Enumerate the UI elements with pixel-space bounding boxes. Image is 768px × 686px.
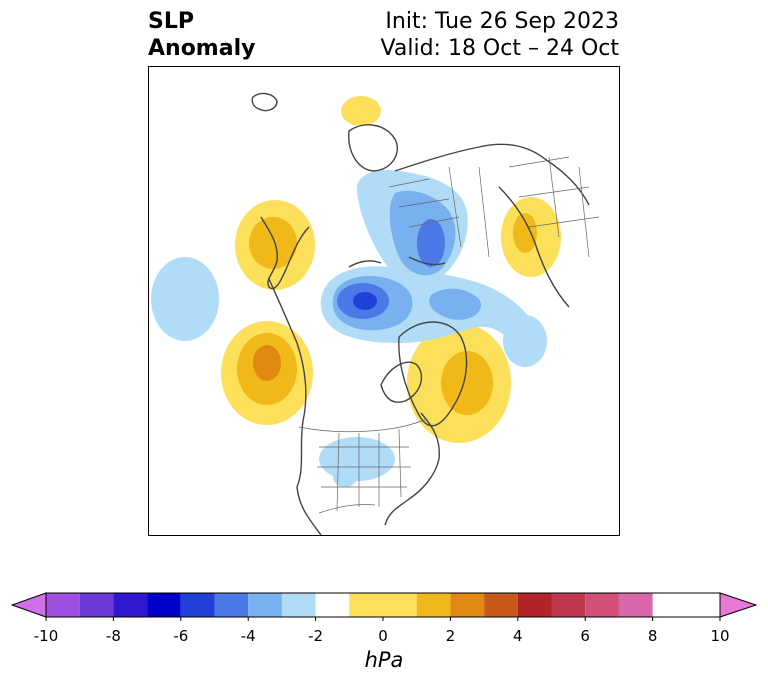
colorbar-tick-label: -6 (173, 627, 189, 645)
colorbar-tick-label: -10 (33, 627, 59, 645)
colorbar-segment (349, 593, 417, 617)
coast-iceland (251, 92, 278, 112)
colorbar-under-extend (10, 592, 47, 618)
colorbar-segment (551, 593, 586, 617)
colorbar-tick-label: 6 (580, 627, 590, 645)
border-asia-grid (508, 156, 600, 258)
coast-hudson-bay (380, 361, 423, 403)
colorbar-segment (248, 593, 282, 617)
coast-canada-east (384, 412, 440, 526)
colorbar-tick-label: -8 (105, 627, 121, 645)
colorbar-segment (484, 593, 518, 617)
coast-north-america-west (268, 278, 322, 535)
map-title: SLP Anomaly (148, 8, 255, 62)
positive-anomaly-contours (221, 96, 561, 443)
colorbar-over-extend (719, 592, 758, 618)
colorbar-segment (180, 593, 215, 617)
title-line-2: Anomaly (148, 36, 256, 61)
colorbar-segment (214, 593, 249, 617)
colorbar (0, 585, 768, 625)
anomaly-map (151, 92, 600, 535)
colorbar-segment (147, 593, 181, 617)
coast-scandinavia (348, 124, 398, 172)
anomaly-blob-siberia-inner (513, 213, 537, 253)
colorbar-segment (315, 593, 350, 617)
colorbar-tick-label: 4 (513, 627, 523, 645)
colorbar-tick-label: 10 (710, 627, 730, 645)
coast-alaska (260, 216, 310, 290)
country-borders (298, 156, 600, 514)
anomaly-blob-atlantic (503, 315, 547, 367)
colorbar-segment (281, 593, 316, 617)
coast-eurasia-north (394, 143, 590, 206)
border-us-states (317, 428, 411, 512)
anomaly-blob-north-europe (341, 96, 381, 126)
colorbar-segment (416, 593, 451, 617)
colorbar-tick-label: -2 (308, 627, 324, 645)
colorbar-segment (517, 593, 552, 617)
coast-arctic-islands (348, 256, 446, 268)
colorbar-tick-label: 0 (378, 627, 388, 645)
colorbar-segment (585, 593, 619, 617)
anomaly-blob-canada-arctic-mid (429, 288, 482, 320)
colorbar-tick-label: 2 (445, 627, 456, 645)
border-us-canada (298, 418, 428, 433)
colorbar-tick-label: 8 (647, 627, 658, 645)
anomaly-blob-russia-core (417, 219, 445, 267)
colorbar-segment (79, 593, 114, 617)
colorbar-scale (10, 592, 758, 621)
anomaly-blob-alaska-inner (249, 217, 297, 269)
anomaly-blob-texas (333, 467, 357, 487)
map-panel (148, 66, 620, 536)
title-line-1: SLP (148, 9, 194, 34)
colorbar-segment (618, 593, 653, 617)
colorbar-segment (450, 593, 485, 617)
coastlines (251, 92, 590, 535)
valid-dates: Valid: 18 Oct – 24 Oct (380, 36, 619, 61)
anomaly-blob-pacific-core (253, 345, 281, 381)
border-us-mexico (318, 504, 376, 514)
anomaly-blob-north-pacific (151, 257, 219, 341)
colorbar-segment (113, 593, 148, 617)
anomaly-blob-central-us (319, 437, 395, 481)
colorbar-segment (46, 593, 80, 617)
valid-period: Init: Tue 26 Sep 2023 Valid: 18 Oct – 24… (381, 8, 619, 62)
coast-siberia-east (498, 186, 570, 308)
anomaly-blob-arctic-deep (353, 292, 377, 310)
anomaly-blob-greenland-inner (441, 351, 493, 415)
colorbar-tick-label: -4 (240, 627, 256, 645)
negative-anomaly-contours (151, 169, 547, 487)
init-date: Init: Tue 26 Sep 2023 (385, 9, 619, 34)
colorbar-unit-label: hPa (364, 648, 404, 672)
coast-greenland (398, 321, 468, 427)
border-europe-grid (388, 166, 490, 258)
